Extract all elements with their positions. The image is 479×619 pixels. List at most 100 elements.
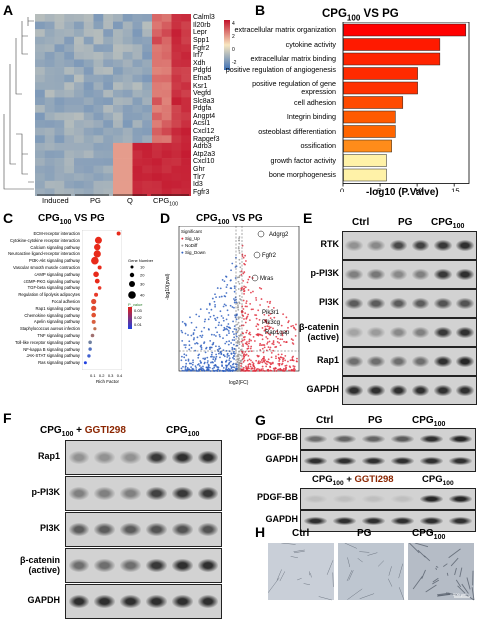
wb-band [345, 240, 363, 251]
heatmap-cell [142, 22, 152, 30]
heatmap-cell [45, 44, 55, 52]
bar-category-label: cell adhesion [218, 99, 336, 107]
kegg-bubble [92, 320, 96, 324]
volcano-point [216, 331, 218, 333]
heatmap-cell [181, 135, 191, 143]
volcano-point [238, 354, 240, 356]
heatmap-cell [113, 29, 123, 37]
kegg-bubble [117, 232, 121, 236]
kegg-pathway-label: Vascular smooth muscle contraction [13, 265, 80, 270]
heatmap-cell [94, 75, 104, 83]
volcano-point [230, 287, 232, 289]
volcano-point [258, 369, 260, 371]
kegg-pathway-label: Calcium signaling pathway [30, 245, 80, 250]
volcano-point [243, 318, 245, 320]
heatmap-cell [64, 97, 74, 105]
volcano-point [242, 343, 244, 345]
heatmap-cell [113, 173, 123, 181]
size-legend-value: 30 [140, 282, 145, 287]
heatmap-cell [142, 105, 152, 113]
heatmap-cell [103, 166, 113, 174]
heatmap-cell [45, 75, 55, 83]
volcano-point [194, 329, 196, 331]
heatmap-cell [64, 75, 74, 83]
volcano-point [190, 366, 192, 368]
heatmap-cell [133, 67, 143, 75]
heatmap-cell [35, 52, 45, 60]
volcano-point [232, 364, 234, 366]
volcano-point [243, 324, 245, 326]
volcano-point [223, 327, 225, 329]
heatmap-cell [181, 173, 191, 181]
heatmap-cell [45, 128, 55, 136]
volcano-point [220, 288, 222, 290]
p-value-colorbar [128, 307, 132, 329]
volcano-point [249, 338, 251, 340]
microscopy-image [338, 543, 404, 600]
heatmap-cell [94, 52, 104, 60]
bar-xtick: 15 [451, 187, 459, 193]
volcano-point [294, 369, 296, 371]
kegg-pathway-label: Toll-like receptor signaling pathway [15, 340, 80, 345]
wb-band [198, 595, 219, 608]
heatmap-cell [181, 113, 191, 121]
volcano-point [200, 362, 202, 364]
volcano-point [209, 340, 211, 342]
volcano-point [220, 310, 222, 312]
heatmap-cell [45, 29, 55, 37]
volcano-point [195, 365, 197, 367]
heatmap-cell [45, 120, 55, 128]
heatmap-cell [84, 105, 94, 113]
heatmap-cell [172, 90, 182, 98]
volcano-point [246, 330, 248, 332]
heatmap-cell [162, 166, 172, 174]
volcano-point [234, 300, 236, 302]
heatmap-cell [84, 44, 94, 52]
heatmap-cell [162, 14, 172, 22]
volcano-point [243, 286, 245, 288]
heatmap-cell [181, 90, 191, 98]
heatmap-cell [162, 44, 172, 52]
volcano-point [248, 333, 250, 335]
heatmap-cell [84, 181, 94, 189]
heatmap-cell [123, 151, 133, 159]
volcano-point [272, 350, 274, 352]
volcano-point [215, 319, 217, 321]
heatmap-cell [181, 44, 191, 52]
volcano-point [181, 356, 183, 358]
volcano-point [241, 270, 243, 272]
heatmap-cell [35, 82, 45, 90]
volcano-point [267, 369, 269, 371]
wb-band [434, 327, 452, 338]
heatmap-cell [152, 166, 162, 174]
heatmap-cell [94, 44, 104, 52]
heatmap-cell [55, 166, 65, 174]
heatmap-cell [162, 113, 172, 121]
wb-band [304, 457, 327, 465]
volcano-point [288, 369, 290, 371]
heatmap-cell [64, 105, 74, 113]
volcano-point [211, 354, 213, 356]
heatmap-cell [103, 14, 113, 22]
wb-band [412, 298, 430, 309]
heatmap-cell [113, 60, 123, 68]
volcano-point [238, 243, 240, 245]
volcano-point [191, 347, 193, 349]
volcano-point [227, 353, 229, 355]
volcano-point [210, 370, 212, 372]
kegg-pathway-label: Staphylococcus aureus infection [20, 326, 80, 331]
volcano-point [240, 349, 242, 351]
volcano-point [259, 344, 261, 346]
volcano-point [239, 263, 241, 265]
wb-row-label: β-catenin(active) [259, 322, 339, 342]
heatmap-cell [74, 143, 84, 151]
volcano-point [248, 347, 250, 349]
gene-label-adgrg2: Adgrg2 [269, 232, 288, 238]
volcano-point [212, 298, 214, 300]
heatmap-cell [84, 52, 94, 60]
heatmap-cell [113, 120, 123, 128]
volcano-point [245, 365, 247, 367]
wb-row-label: PDGF-BB [218, 432, 298, 442]
volcano-point [227, 309, 229, 311]
kegg-pathway-label: NF-kappa B signaling pathway [23, 347, 80, 352]
